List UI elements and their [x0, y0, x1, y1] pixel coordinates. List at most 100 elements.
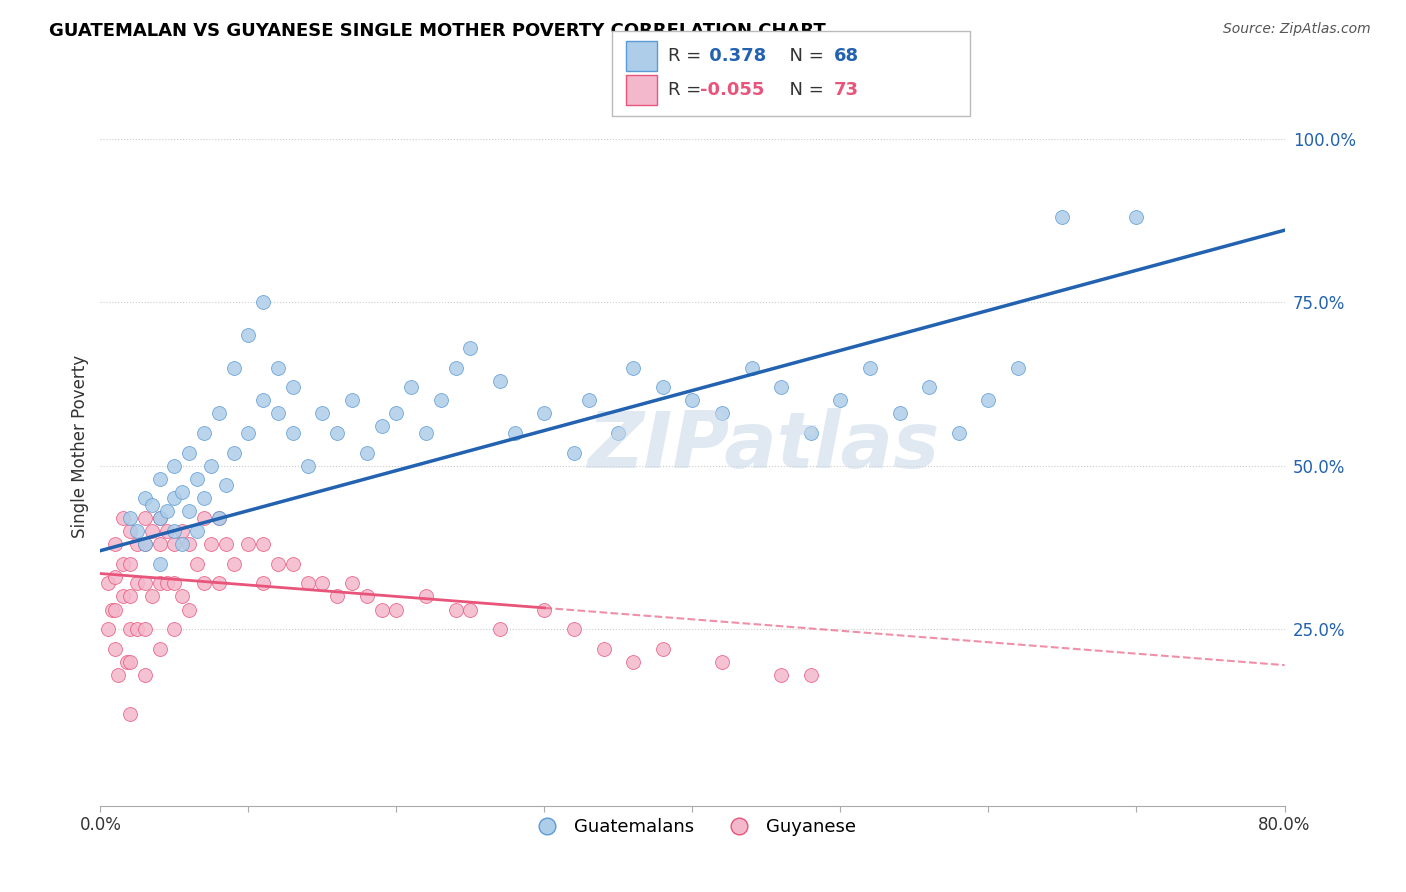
Point — [134, 537, 156, 551]
Point — [800, 425, 823, 440]
Point — [163, 537, 186, 551]
Point — [118, 590, 141, 604]
Point — [148, 537, 170, 551]
Point — [800, 668, 823, 682]
Point — [118, 557, 141, 571]
Point — [281, 380, 304, 394]
Point — [186, 557, 208, 571]
Point — [252, 295, 274, 310]
Point — [267, 557, 290, 571]
Point — [163, 524, 186, 538]
Point — [118, 622, 141, 636]
Point — [97, 622, 120, 636]
Point — [200, 537, 222, 551]
Point — [163, 576, 186, 591]
Point — [156, 524, 179, 538]
Point — [208, 576, 231, 591]
Point — [179, 537, 201, 551]
Point — [134, 668, 156, 682]
Text: N =: N = — [778, 47, 830, 65]
Point — [460, 602, 482, 616]
Point — [215, 478, 238, 492]
Point — [607, 425, 630, 440]
Point — [859, 360, 882, 375]
Point — [156, 504, 179, 518]
Point — [148, 576, 170, 591]
Point — [281, 557, 304, 571]
Point — [208, 511, 231, 525]
Point — [127, 524, 149, 538]
Point — [179, 504, 201, 518]
Point — [562, 445, 585, 459]
Point — [193, 425, 215, 440]
Point — [489, 374, 512, 388]
Point — [97, 576, 120, 591]
Point — [141, 590, 163, 604]
Y-axis label: Single Mother Poverty: Single Mother Poverty — [72, 354, 89, 538]
Point — [179, 602, 201, 616]
Point — [222, 360, 245, 375]
Point — [444, 360, 467, 375]
Point — [170, 484, 193, 499]
Text: -0.055: -0.055 — [700, 81, 765, 99]
Point — [134, 576, 156, 591]
Point — [562, 622, 585, 636]
Point — [118, 655, 141, 669]
Point — [770, 380, 793, 394]
Point — [370, 419, 392, 434]
Point — [193, 576, 215, 591]
Point — [681, 393, 703, 408]
Point — [460, 341, 482, 355]
Point — [385, 406, 408, 420]
Point — [370, 602, 392, 616]
Text: N =: N = — [778, 81, 830, 99]
Point — [356, 590, 378, 604]
Point — [163, 491, 186, 506]
Text: ZIPatlas: ZIPatlas — [588, 408, 939, 484]
Text: 73: 73 — [834, 81, 859, 99]
Point — [186, 472, 208, 486]
Point — [238, 425, 260, 440]
Point — [148, 511, 170, 525]
Point — [104, 641, 127, 656]
Point — [340, 576, 363, 591]
Point — [621, 655, 644, 669]
Point — [267, 360, 290, 375]
Point — [1052, 210, 1074, 224]
Point — [533, 602, 555, 616]
Point — [222, 445, 245, 459]
Point — [444, 602, 467, 616]
Point — [127, 576, 149, 591]
Point — [111, 557, 134, 571]
Text: 0.378: 0.378 — [703, 47, 766, 65]
Point — [297, 458, 319, 473]
Point — [326, 590, 349, 604]
Point — [179, 445, 201, 459]
Point — [141, 498, 163, 512]
Point — [578, 393, 600, 408]
Point — [503, 425, 526, 440]
Point — [267, 406, 290, 420]
Point — [356, 445, 378, 459]
Point — [148, 641, 170, 656]
Point — [430, 393, 453, 408]
Point — [208, 511, 231, 525]
Point — [592, 641, 614, 656]
Point — [115, 655, 138, 669]
Point — [711, 655, 734, 669]
Point — [134, 511, 156, 525]
Point — [741, 360, 763, 375]
Text: 68: 68 — [834, 47, 859, 65]
Point — [385, 602, 408, 616]
Point — [238, 537, 260, 551]
Point — [621, 360, 644, 375]
Point — [415, 590, 437, 604]
Point — [770, 668, 793, 682]
Point — [208, 406, 231, 420]
Point — [118, 707, 141, 722]
Point — [127, 622, 149, 636]
Point — [651, 641, 673, 656]
Point — [170, 524, 193, 538]
Point — [222, 557, 245, 571]
Point — [107, 668, 129, 682]
